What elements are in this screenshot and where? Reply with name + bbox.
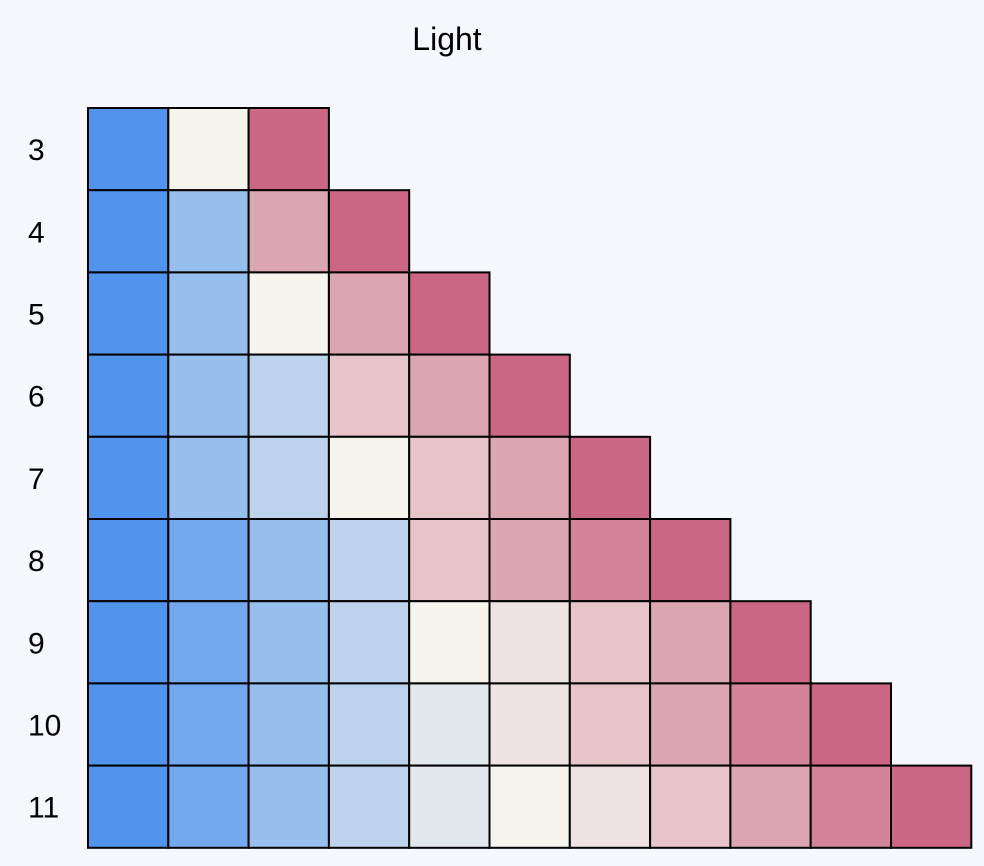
cell-4-4 [327,189,411,274]
cell-11-1 [87,764,170,849]
cell-10-8 [649,682,732,767]
row-label-8: 8 [28,545,45,578]
cell-10-7 [568,682,652,767]
cell-10-4 [327,682,411,767]
cell-8-1 [87,518,170,603]
cell-8-7 [568,518,652,603]
cell-11-8 [649,764,732,849]
cell-6-3 [247,353,330,438]
cell-11-11 [890,764,973,849]
cell-9-6 [488,600,571,685]
cell-11-9 [729,764,812,849]
cell-10-6 [488,682,571,767]
cell-3-2 [167,107,250,192]
cell-7-5 [408,435,491,520]
cell-10-1 [87,682,170,767]
heatmap-cells [87,107,973,849]
cell-3-3 [247,107,330,192]
cell-4-1 [87,189,170,274]
cell-11-3 [247,764,330,849]
cell-10-2 [167,682,250,767]
cell-7-7 [568,435,652,520]
cell-9-2 [167,600,250,685]
cell-8-8 [649,518,732,603]
cell-9-7 [568,600,652,685]
cell-5-2 [167,271,250,356]
cell-9-4 [327,600,411,685]
cell-4-2 [167,189,250,274]
cell-10-5 [408,682,491,767]
row-label-4: 4 [28,216,45,249]
cell-7-6 [488,435,571,520]
row-label-7: 7 [28,463,45,496]
cell-6-5 [408,353,491,438]
cell-6-2 [167,353,250,438]
chart-title: Light [412,21,482,57]
cell-7-2 [167,435,250,520]
cell-5-5 [408,271,491,356]
cell-8-4 [327,518,411,603]
cell-10-3 [247,682,330,767]
cell-7-3 [247,435,330,520]
cell-9-9 [729,600,812,685]
cell-9-8 [649,600,732,685]
row-label-3: 3 [28,134,45,167]
row-label-6: 6 [28,381,45,414]
cell-6-4 [327,353,411,438]
cell-6-6 [488,353,571,438]
cell-8-5 [408,518,491,603]
cell-8-2 [167,518,250,603]
cell-11-7 [568,764,652,849]
row-label-5: 5 [28,299,45,332]
cell-9-1 [87,600,170,685]
cell-5-4 [327,271,411,356]
cell-11-4 [327,764,411,849]
cell-6-1 [87,353,170,438]
cell-10-9 [729,682,812,767]
cell-11-5 [408,764,491,849]
cell-7-1 [87,435,170,520]
cell-9-3 [247,600,330,685]
cell-10-10 [809,682,893,767]
row-label-10: 10 [28,710,61,743]
cell-5-1 [87,271,170,356]
cell-5-3 [247,271,330,356]
row-label-9: 9 [28,627,45,660]
cell-3-1 [87,107,170,192]
cell-9-5 [408,600,491,685]
cell-11-6 [488,764,571,849]
cell-11-10 [809,764,893,849]
cell-4-3 [247,189,330,274]
cell-11-2 [167,764,250,849]
cell-7-4 [327,435,411,520]
row-labels: 3 4 5 6 7 8 9 10 11 [28,134,61,825]
row-label-11: 11 [28,792,59,825]
cell-8-6 [488,518,571,603]
cell-8-3 [247,518,330,603]
